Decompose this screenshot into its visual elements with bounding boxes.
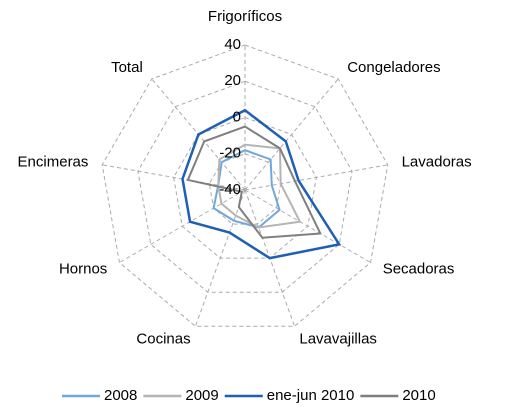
- category-label: Congeladores: [347, 59, 440, 76]
- series-line: [217, 143, 302, 229]
- category-label: Cocinas: [136, 330, 190, 347]
- grid-spoke: [102, 164, 246, 191]
- grid-ring: [101, 44, 389, 327]
- series-line: [212, 149, 281, 229]
- legend-label: 2010: [402, 387, 435, 404]
- grid-spoke: [119, 189, 246, 263]
- axis-tick-label: 0: [233, 108, 241, 125]
- legend-label: 2008: [104, 387, 137, 404]
- category-label: Secadoras: [383, 260, 455, 277]
- legend-label: 2009: [185, 387, 218, 404]
- category-label: Encimeras: [18, 153, 89, 170]
- legend-label: ene-jun 2010: [267, 387, 355, 404]
- category-label: Lavadoras: [402, 153, 472, 170]
- axis-tick-label: 20: [224, 72, 241, 89]
- axis-tick-label: -20: [219, 145, 241, 162]
- axis-tick-label: 40: [224, 36, 241, 53]
- grid-ring: [173, 116, 317, 259]
- category-label: Lavavajillas: [299, 330, 377, 347]
- series-line: [186, 125, 322, 239]
- grid-spoke: [244, 164, 388, 191]
- category-label: Frigoríficos: [208, 8, 282, 25]
- category-label: Hornos: [59, 260, 107, 277]
- axis-tick-label: -40: [219, 181, 241, 198]
- category-label: Total: [111, 59, 143, 76]
- grid-ring: [208, 153, 282, 225]
- grid-spoke: [194, 189, 246, 327]
- grid-spoke: [244, 78, 339, 191]
- grid-spoke: [244, 189, 371, 263]
- series-line: [181, 108, 342, 260]
